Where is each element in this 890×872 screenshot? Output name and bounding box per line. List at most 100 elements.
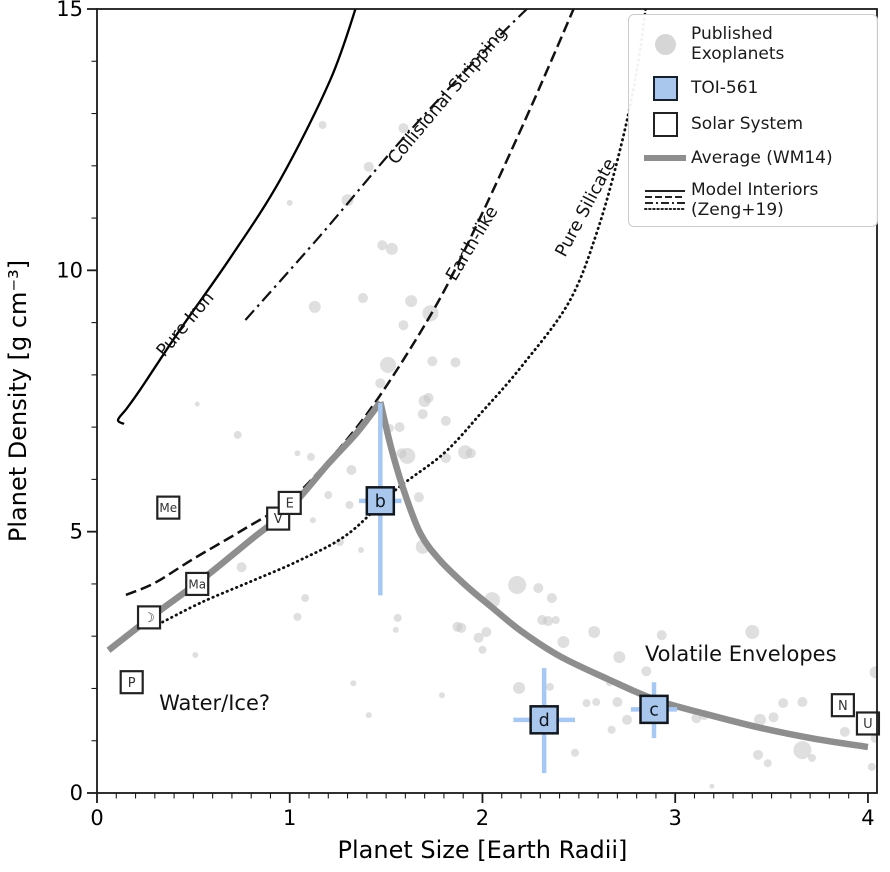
exoplanet-point [363, 161, 374, 172]
exoplanet-point [399, 447, 416, 464]
x-tick-label: 4 [861, 806, 874, 830]
solar-system-marker-Me: Me [156, 495, 181, 520]
x-tick-label: 1 [283, 806, 296, 830]
exoplanet-point [358, 546, 365, 553]
x-tick-label: 3 [669, 806, 682, 830]
model-curve-pure-silicate [161, 9, 648, 624]
exoplanet-point [551, 615, 560, 624]
solar-system-marker-Ma: Ma [185, 571, 210, 597]
model-curve-earth-like [125, 9, 575, 597]
exoplanet-point [797, 697, 808, 708]
solar-marker-letter: Me [159, 501, 177, 515]
exoplanet-point [417, 409, 428, 420]
exoplanet-point [318, 121, 327, 130]
model-interiors-lines-icon [644, 189, 686, 210]
axis-ticks [87, 8, 869, 803]
exoplanet-point [308, 300, 321, 313]
solar-marker-box [855, 711, 881, 736]
y-tick-label: 15 [56, 0, 83, 21]
exoplanet-point [592, 698, 601, 707]
exoplanet-point [546, 593, 557, 604]
toi561-marker-letter: d [539, 711, 550, 731]
exoplanet-point [763, 759, 772, 768]
exoplanet-point [753, 749, 764, 760]
exoplanet-point [691, 713, 702, 724]
exoplanet-point [440, 415, 451, 426]
exoplanet-point [350, 680, 357, 687]
solar-marker-letter: N [838, 699, 848, 714]
x-tick-label: 2 [476, 806, 489, 830]
exoplanet-point [440, 452, 451, 463]
exoplanet-point [418, 395, 431, 407]
exoplanet-point [377, 240, 388, 251]
exoplanet-point [294, 450, 301, 457]
solar-marker-box [185, 571, 210, 597]
y-tick-label: 0 [70, 781, 83, 805]
exoplanet-point [656, 630, 667, 641]
solar-system-square-icon [652, 111, 678, 137]
exoplanet-point [233, 430, 242, 439]
exoplanet-point [582, 699, 591, 708]
exoplanet-point [478, 645, 487, 654]
exoplanet-point [808, 753, 817, 762]
legend-label: Solar System [691, 114, 804, 135]
exoplanet-point [465, 448, 476, 459]
toi561-marker-box [365, 486, 396, 516]
solar-marker-letter: Ma [188, 578, 206, 592]
exoplanet-point [438, 692, 445, 699]
exoplanet-point [365, 712, 372, 719]
solar-marker-box [830, 693, 855, 718]
toi561-square-icon [652, 75, 678, 101]
exoplanet-point [778, 698, 789, 709]
x-tick-label: 0 [90, 806, 103, 830]
toi561-marker-box [529, 705, 559, 735]
exoplanet-point [393, 613, 402, 622]
legend-label: Average (WM14) [691, 148, 833, 169]
exoplanet-point [641, 666, 652, 677]
average-line-icon [644, 155, 686, 162]
exoplanet-point [481, 627, 492, 638]
toi561-marker-letter: c [649, 700, 659, 720]
exoplanet-point [588, 626, 601, 639]
exoplanet-point [394, 422, 405, 433]
exoplanet-point [375, 378, 386, 389]
exoplanet-point [768, 712, 779, 723]
exoplanet-point [413, 492, 424, 503]
curve-label-earth-like: Earth-like [442, 203, 502, 285]
annotation-volatile-envelopes: Volatile Envelopes [645, 642, 837, 666]
solar-marker-box [277, 490, 302, 516]
exoplanet-point [306, 452, 315, 461]
exoplanet-point [870, 733, 877, 744]
plot-frame [96, 8, 878, 794]
exoplanet-point [613, 651, 626, 664]
solar-system-marker-P: P [119, 670, 144, 695]
exoplanet-point [392, 626, 399, 633]
legend-item-toi561: TOI-561 [639, 75, 867, 101]
y-tick-label: 5 [70, 520, 83, 544]
annotation-water-ice: Water/Ice? [159, 691, 270, 715]
exoplanet-point [793, 741, 812, 760]
exoplanet-point [754, 713, 767, 726]
toi561-marker-box [639, 694, 669, 725]
exoplanet-point [335, 538, 344, 547]
exoplanet-point [612, 697, 623, 708]
exoplanet-point [456, 622, 467, 633]
exoplanet-point [398, 320, 409, 331]
x-axis-title: Planet Size [Earth Radii] [338, 836, 628, 864]
legend-label: Model Interiors (Zeng+19) [691, 179, 819, 220]
legend-item-average: Average (WM14) [639, 148, 867, 168]
exoplanet-point [357, 293, 368, 304]
solar-system-marker-U: U [855, 711, 881, 736]
exoplanet-point [533, 583, 544, 594]
exoplanet-point [405, 295, 418, 308]
exoplanet-point [380, 356, 397, 373]
model-curve-pure-iron [116, 9, 357, 426]
model-curve-collisional-stripping [244, 9, 529, 321]
solar-system-marker-E: E [277, 490, 302, 516]
toi561-marker-d: d [529, 705, 559, 735]
exoplanet-point [194, 401, 200, 407]
solar-marker-letter: P [128, 676, 136, 691]
exoplanet-point [570, 748, 579, 757]
